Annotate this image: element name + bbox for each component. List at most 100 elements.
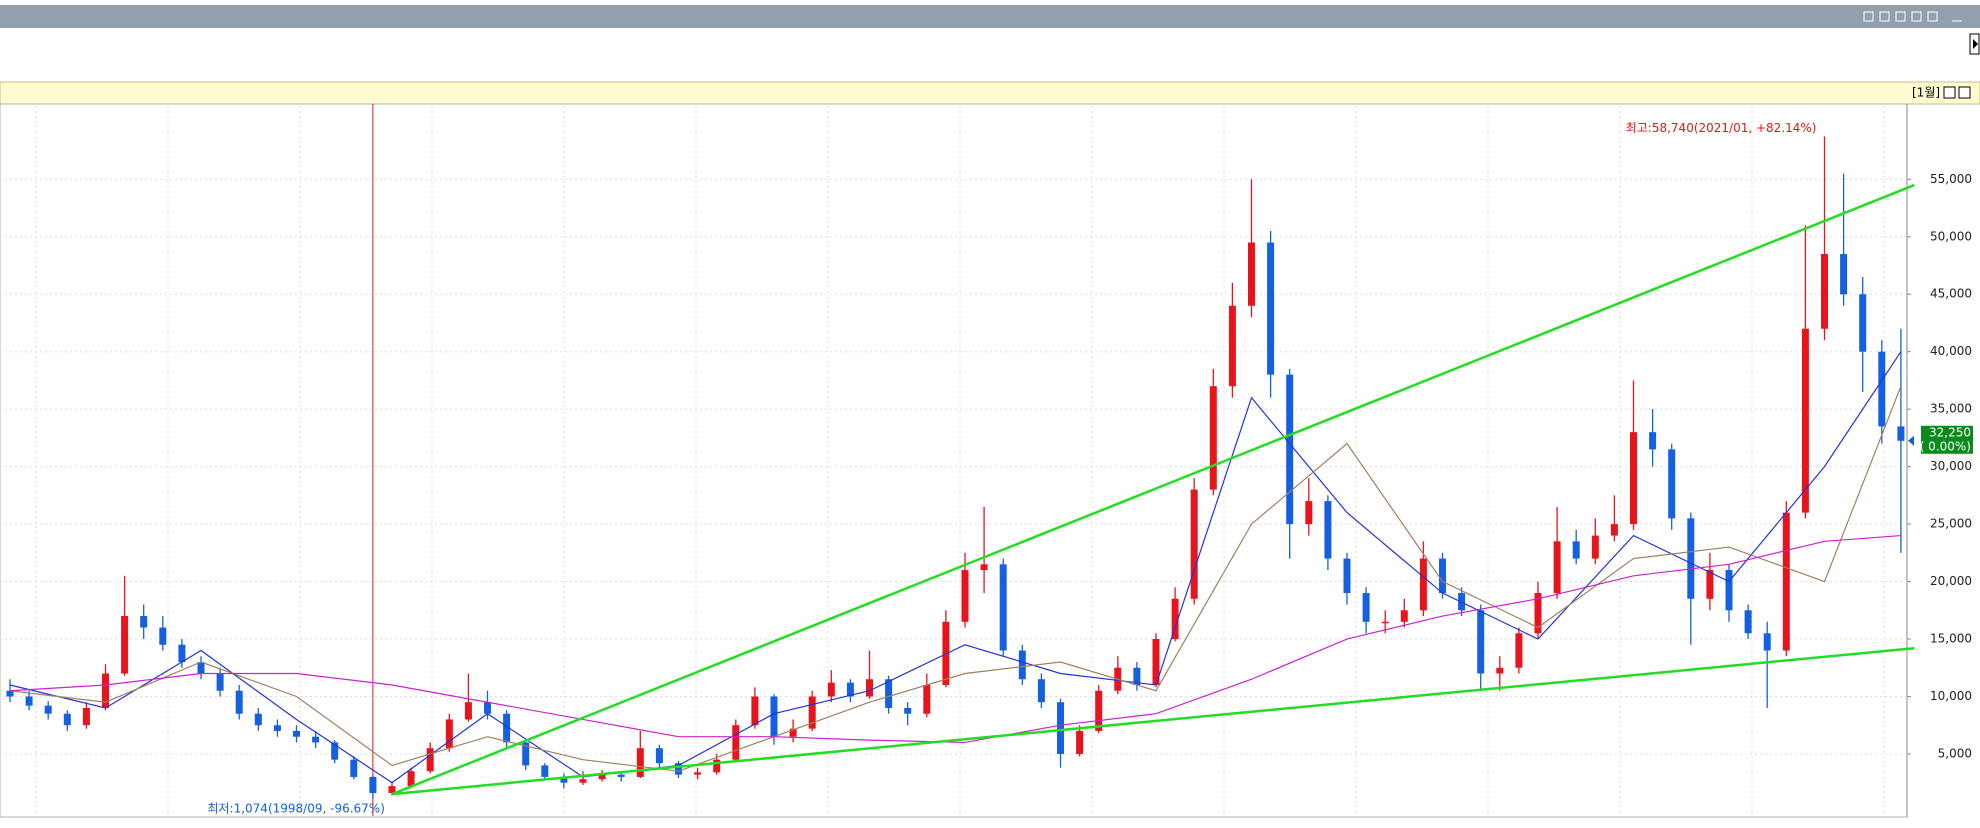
candle-body xyxy=(1725,570,1733,611)
candle-body xyxy=(1190,489,1198,599)
candle-body xyxy=(1419,558,1427,611)
candle-body xyxy=(235,690,243,714)
candle-body xyxy=(617,774,625,777)
restore-button[interactable] xyxy=(1943,86,1956,99)
icon[interactable] xyxy=(1895,11,1906,22)
candle-body xyxy=(1057,702,1064,754)
candle-body xyxy=(1477,610,1485,674)
candle-body xyxy=(598,774,606,780)
candle-body xyxy=(1649,432,1657,450)
candle-body xyxy=(1744,610,1752,634)
candle-body xyxy=(331,742,339,760)
candle-body xyxy=(82,707,90,726)
candle-body xyxy=(1878,351,1886,427)
candle-body xyxy=(350,759,358,777)
candle-body xyxy=(980,564,988,571)
candle-body xyxy=(312,736,320,743)
candle-body xyxy=(999,564,1007,651)
candle-body xyxy=(846,682,854,697)
candle-body xyxy=(904,707,912,714)
annotation: 최고:58,740(2021/01, +82.14%) xyxy=(1626,121,1817,135)
annotation: 최저:1,074(1998/09, -96.67%) xyxy=(207,802,384,816)
candle-body xyxy=(1381,621,1389,624)
candle-body xyxy=(1286,374,1294,525)
icon[interactable] xyxy=(1927,11,1938,22)
y-tick-label: 10,000 xyxy=(1930,689,1972,703)
candle-body xyxy=(1171,598,1179,640)
candle-body xyxy=(636,748,644,777)
candle-body xyxy=(1897,426,1905,441)
moving-average xyxy=(9,351,1902,784)
candle-body xyxy=(1534,593,1542,634)
candle-body xyxy=(1706,570,1714,599)
candle-body xyxy=(1248,242,1255,306)
candle-body xyxy=(541,765,549,777)
icon[interactable] xyxy=(1863,11,1874,22)
candle-body xyxy=(273,725,281,731)
candle-body xyxy=(1801,328,1809,513)
candle-body xyxy=(885,679,893,708)
candle-body xyxy=(1133,667,1141,685)
current-price-pointer xyxy=(1908,435,1914,446)
candle-body xyxy=(63,713,71,726)
candle-body xyxy=(1343,558,1351,594)
candle-body xyxy=(675,763,682,775)
candle-body xyxy=(732,725,740,760)
period-label: [1월] xyxy=(1912,86,1940,100)
candle-body xyxy=(655,748,663,764)
candle-body xyxy=(1496,667,1504,674)
candle-body xyxy=(1553,541,1561,594)
candle-body xyxy=(1152,639,1160,685)
candle-body xyxy=(1782,512,1790,651)
candle-body xyxy=(1095,690,1103,731)
candle-body xyxy=(1572,541,1580,559)
candle-body xyxy=(1630,432,1637,525)
icon[interactable] xyxy=(1911,11,1922,22)
y-tick-label: 15,000 xyxy=(1930,632,1972,646)
y-tick-label: 40,000 xyxy=(1930,344,1972,358)
candle-body xyxy=(827,682,835,697)
trendline xyxy=(391,646,1915,796)
icon[interactable] xyxy=(1879,11,1890,22)
candle-body xyxy=(484,702,491,714)
candle-body xyxy=(1305,501,1313,525)
candle-body xyxy=(713,759,721,773)
candle-body xyxy=(503,713,511,743)
candle-body xyxy=(1037,679,1045,703)
candle-body xyxy=(197,662,205,674)
candle-body xyxy=(1362,593,1370,622)
y-tick-label: 5,000 xyxy=(1938,746,1972,760)
candle-body xyxy=(1209,386,1217,490)
candle-body xyxy=(1840,254,1848,295)
candle-body xyxy=(961,570,969,622)
candle-body xyxy=(159,627,167,645)
title-bar xyxy=(0,5,1980,28)
moving-average xyxy=(9,385,1902,772)
close-button[interactable] xyxy=(1958,86,1971,99)
moving-average xyxy=(9,534,1901,744)
candle-body xyxy=(1821,254,1828,329)
candle-body xyxy=(923,684,931,714)
current-change: ( 0.00%) xyxy=(1920,439,1971,453)
candle-body xyxy=(445,719,453,749)
y-tick-label: 50,000 xyxy=(1930,229,1972,243)
candle-body xyxy=(1687,518,1695,599)
candle-body xyxy=(6,690,14,697)
current-price: 32,250 xyxy=(1929,425,1971,439)
candle-body xyxy=(866,679,873,697)
candle-body xyxy=(770,696,778,737)
trendline xyxy=(391,183,1915,796)
candle-body xyxy=(1859,294,1867,352)
candle-body xyxy=(560,776,568,783)
candle-body xyxy=(121,616,129,674)
candle-body xyxy=(1400,610,1408,622)
candle-body xyxy=(1763,633,1771,651)
candle-body xyxy=(579,779,587,783)
candle-body xyxy=(178,644,186,663)
candle-body xyxy=(1267,242,1275,375)
candle-body xyxy=(44,705,52,714)
current-price-box xyxy=(1921,425,1973,454)
plot-area xyxy=(0,103,1908,818)
candle-body xyxy=(694,772,702,775)
